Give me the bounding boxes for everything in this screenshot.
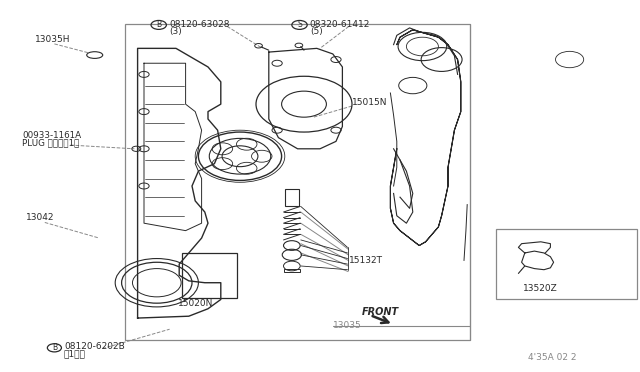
Ellipse shape xyxy=(87,52,102,58)
Text: 4'35A 02 2: 4'35A 02 2 xyxy=(528,353,577,362)
Text: 13035: 13035 xyxy=(333,321,362,330)
Bar xyxy=(285,189,299,206)
Text: FRONT: FRONT xyxy=(362,307,399,317)
Text: （1０）: （1０） xyxy=(64,349,86,358)
Text: (3): (3) xyxy=(169,27,182,36)
Text: 08120-6202B: 08120-6202B xyxy=(64,342,125,351)
Bar xyxy=(182,253,237,298)
Text: 13042: 13042 xyxy=(26,213,54,222)
Bar xyxy=(284,269,300,272)
Text: 08320-61412: 08320-61412 xyxy=(310,20,370,29)
Text: 15015N: 15015N xyxy=(352,98,387,107)
Text: 00933-1161A: 00933-1161A xyxy=(22,131,81,140)
Text: 13520Z: 13520Z xyxy=(524,284,558,293)
Bar xyxy=(125,24,470,340)
Text: 15132T: 15132T xyxy=(349,256,383,265)
Text: 13035H: 13035H xyxy=(35,35,70,44)
Text: PLUG プラグ（1）: PLUG プラグ（1） xyxy=(22,139,80,148)
Text: B: B xyxy=(156,20,161,29)
Text: 08120-63028: 08120-63028 xyxy=(169,20,230,29)
Text: B: B xyxy=(52,343,57,352)
Bar xyxy=(496,229,637,299)
Text: S: S xyxy=(297,20,302,29)
Text: (5): (5) xyxy=(310,27,323,36)
Text: 15020N: 15020N xyxy=(178,299,213,308)
